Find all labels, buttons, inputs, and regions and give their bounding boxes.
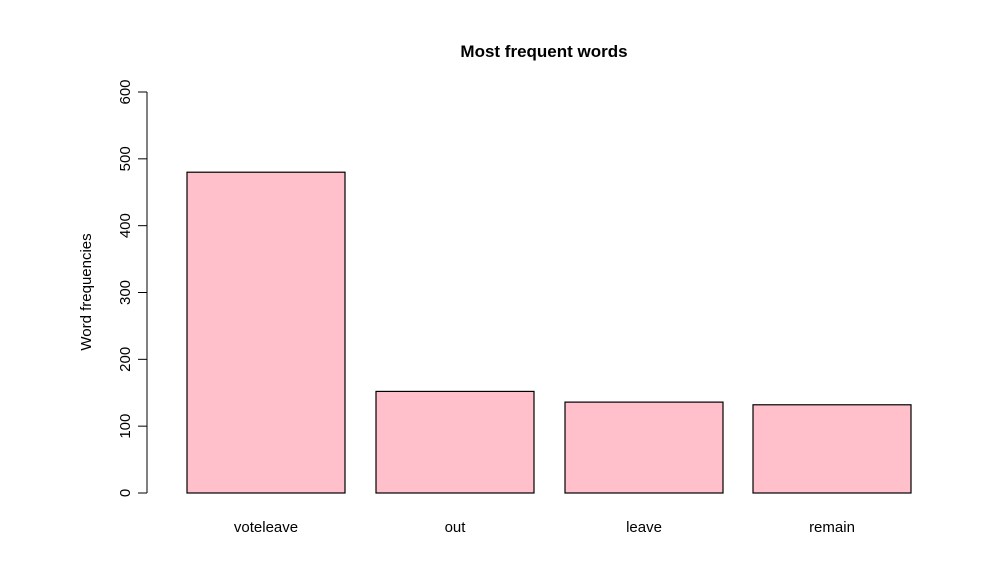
y-tick-label: 400 — [117, 213, 134, 238]
y-axis: 0 100 200 300 400 500 600 — [117, 79, 148, 497]
chart-title: Most frequent words — [460, 42, 627, 61]
bars-group — [186, 171, 912, 494]
x-category-label: out — [445, 519, 467, 536]
y-axis-label: Word frequencies — [78, 233, 95, 350]
y-tick-label: 500 — [117, 146, 134, 171]
bar-remain — [752, 404, 912, 494]
bar-voteleave — [186, 171, 346, 494]
bar-leave — [564, 401, 724, 494]
y-tick-label: 300 — [117, 280, 134, 305]
y-tick-label: 100 — [117, 414, 134, 439]
x-axis-labels: voteleave out leave remain — [234, 519, 855, 536]
x-category-label: voteleave — [234, 519, 298, 536]
x-category-label: leave — [626, 519, 662, 536]
y-tick-label: 600 — [117, 79, 134, 104]
x-category-label: remain — [809, 519, 855, 536]
bar-out — [375, 390, 535, 494]
y-tick-label: 200 — [117, 347, 134, 372]
y-tick-label: 0 — [117, 489, 134, 497]
